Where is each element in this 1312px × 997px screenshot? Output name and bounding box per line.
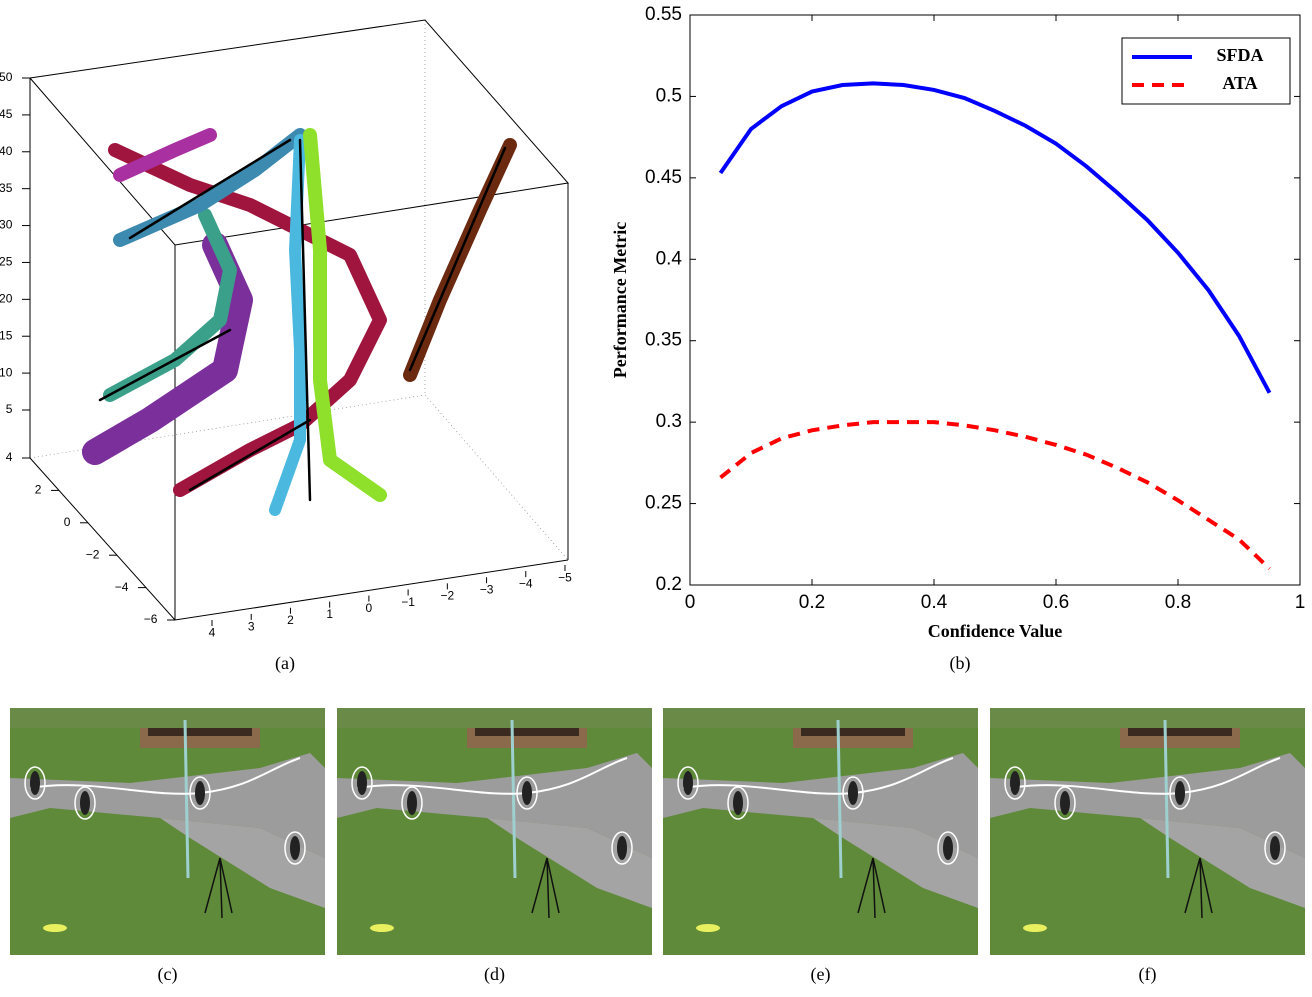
figure: 5101520253035404550420−2−4−643210−1−2−3−… bbox=[0, 0, 1312, 992]
caption: (f) bbox=[1139, 964, 1157, 985]
y-tick-label: 0.55 bbox=[645, 4, 682, 25]
person bbox=[1270, 836, 1280, 860]
photo: (e) bbox=[663, 708, 978, 985]
person bbox=[1175, 781, 1185, 805]
z-tick-label: 25 bbox=[0, 255, 13, 269]
x-tick-label: −5 bbox=[558, 570, 572, 584]
line-series bbox=[721, 83, 1270, 392]
caption: (e) bbox=[811, 964, 831, 985]
person bbox=[80, 791, 90, 815]
z-tick-label: 30 bbox=[0, 218, 13, 232]
y-tick-label: 0 bbox=[64, 515, 71, 529]
y-tick-label: 0.4 bbox=[656, 248, 683, 269]
lawn-top bbox=[663, 708, 978, 728]
trajectory bbox=[275, 140, 300, 510]
x-tick-label: −3 bbox=[480, 583, 494, 597]
person bbox=[30, 771, 40, 795]
person bbox=[683, 771, 693, 795]
y-tick-label: 0.2 bbox=[656, 574, 682, 595]
y-tick-label: 2 bbox=[35, 483, 42, 497]
y-tick-label: −2 bbox=[86, 547, 100, 561]
legend-label: SFDA bbox=[1216, 45, 1263, 65]
z-tick-label: 5 bbox=[6, 402, 13, 416]
lawn-top bbox=[990, 708, 1305, 728]
trajectories bbox=[95, 135, 510, 510]
caption: (b) bbox=[950, 653, 971, 674]
person bbox=[848, 781, 858, 805]
x-tick-label: 0.2 bbox=[799, 592, 825, 613]
x-tick-label: 0.8 bbox=[1165, 592, 1191, 613]
person bbox=[357, 771, 367, 795]
x-tick-label: 4 bbox=[209, 625, 216, 639]
person bbox=[522, 781, 532, 805]
z-tick-label: 20 bbox=[0, 292, 13, 306]
y-tick-label: −6 bbox=[144, 612, 158, 626]
trajectory bbox=[95, 245, 240, 452]
caption: (c) bbox=[158, 964, 178, 985]
z-tick-label: 40 bbox=[0, 144, 13, 158]
person bbox=[1010, 771, 1020, 795]
caption: (a) bbox=[275, 653, 295, 674]
x-tick-label: 0.4 bbox=[921, 592, 948, 613]
litter bbox=[1023, 924, 1047, 932]
z-tick-label: 45 bbox=[0, 107, 13, 121]
lawn-top bbox=[337, 708, 652, 728]
x-tick-label: −4 bbox=[519, 576, 533, 590]
x-tick-label: 0 bbox=[685, 592, 696, 613]
line-series bbox=[721, 422, 1270, 569]
x-tick-label: −1 bbox=[401, 595, 415, 609]
y-tick-label: 0.25 bbox=[645, 493, 682, 514]
legend-label: ATA bbox=[1222, 73, 1257, 93]
person bbox=[1060, 791, 1070, 815]
y-tick-label: 0.35 bbox=[645, 330, 682, 351]
x-tick-label: 0.6 bbox=[1043, 592, 1069, 613]
z-tick-label: 15 bbox=[0, 328, 13, 342]
x-tick-label: 1 bbox=[326, 607, 333, 621]
x-axis-label: Confidence Value bbox=[928, 621, 1063, 641]
y-tick-label: −4 bbox=[115, 580, 129, 594]
y-tick-label: 4 bbox=[6, 450, 13, 464]
person bbox=[617, 836, 627, 860]
person bbox=[290, 836, 300, 860]
litter bbox=[43, 924, 67, 932]
x-tick-label: 3 bbox=[248, 619, 255, 633]
y-tick-label: 0.3 bbox=[656, 411, 682, 432]
litter bbox=[370, 924, 394, 932]
caption: (d) bbox=[484, 964, 505, 985]
x-tick-label: 0 bbox=[366, 601, 373, 615]
photo: (f) bbox=[990, 708, 1305, 985]
legend-box bbox=[1122, 38, 1290, 104]
page: {"chart_data": [ {"type": "scatter3d", "… bbox=[0, 0, 1312, 992]
lawn-top bbox=[10, 708, 325, 728]
z-tick-label: 10 bbox=[0, 365, 13, 379]
x-tick-label: 1 bbox=[1295, 592, 1306, 613]
x-tick-label: −2 bbox=[440, 589, 454, 603]
trajectory bbox=[310, 135, 380, 495]
person bbox=[733, 791, 743, 815]
photo: (c) bbox=[10, 708, 325, 985]
person bbox=[943, 836, 953, 860]
y-axis-label: Performance Metric bbox=[610, 222, 630, 378]
z-tick-label: 50 bbox=[0, 70, 13, 84]
y-tick-label: 0.45 bbox=[645, 167, 682, 188]
photo: (d) bbox=[337, 708, 652, 985]
z-tick-label: 35 bbox=[0, 181, 13, 195]
litter bbox=[696, 924, 720, 932]
y-tick-label: 0.5 bbox=[656, 85, 682, 106]
person bbox=[407, 791, 417, 815]
person bbox=[195, 781, 205, 805]
x-tick-label: 2 bbox=[287, 613, 294, 627]
